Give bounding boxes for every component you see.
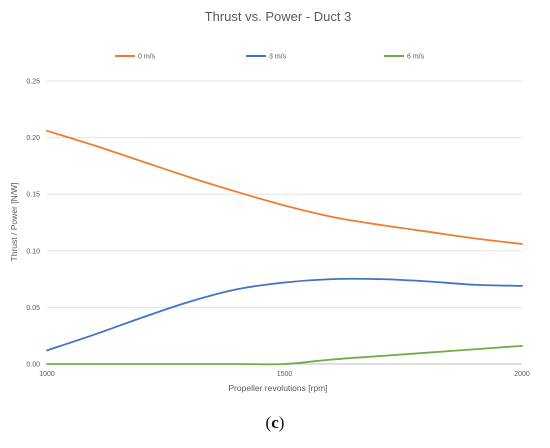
series-line-1 xyxy=(46,277,523,352)
y-tick-label: 0.05 xyxy=(26,305,40,312)
y-tick-label: 0.20 xyxy=(26,135,40,142)
legend-label-0: 0 m/s xyxy=(138,54,156,61)
series-lines xyxy=(46,129,523,366)
series-line-0 xyxy=(46,129,523,245)
y-tick-label: 0.15 xyxy=(26,192,40,199)
figure-caption: (c) xyxy=(0,413,550,433)
x-tick-label: 1500 xyxy=(277,371,293,378)
y-axis-ticks: 0.00 0.05 0.10 0.15 0.20 0.25 xyxy=(26,79,40,369)
series-line-2 xyxy=(46,344,523,366)
legend: 0 m/s 3 m/s 6 m/s xyxy=(115,54,425,61)
caption-open: ( xyxy=(265,413,272,432)
y-axis-label: Thrust / Power [N/W] xyxy=(9,183,19,262)
x-axis-label: Propeller revolutions [rpm] xyxy=(228,383,327,393)
x-axis-ticks: 1000 1500 2000 xyxy=(39,371,530,378)
chart: Thrust vs. Power - Duct 3 0 m/s 3 m/s 6 m/… xyxy=(9,9,530,393)
x-tick-label: 2000 xyxy=(514,371,530,378)
caption-close: ) xyxy=(278,413,285,432)
gridlines xyxy=(47,80,522,365)
y-tick-label: 0.25 xyxy=(26,79,40,86)
y-tick-label: 0.00 xyxy=(26,362,40,369)
caption-letter: c xyxy=(271,413,279,432)
y-tick-label: 0.10 xyxy=(26,248,40,255)
x-tick-label: 1000 xyxy=(39,371,55,378)
legend-label-1: 3 m/s xyxy=(269,54,287,61)
chart-title: Thrust vs. Power - Duct 3 xyxy=(205,9,352,24)
legend-label-2: 6 m/s xyxy=(407,54,425,61)
